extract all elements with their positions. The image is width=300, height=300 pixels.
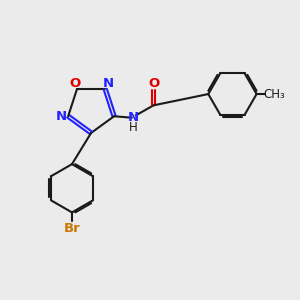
Text: CH₃: CH₃ bbox=[263, 88, 285, 100]
Text: N: N bbox=[128, 111, 139, 124]
Text: O: O bbox=[148, 77, 159, 90]
Text: H: H bbox=[129, 121, 138, 134]
Text: N: N bbox=[103, 77, 114, 90]
Text: N: N bbox=[56, 110, 67, 123]
Text: Br: Br bbox=[64, 222, 80, 235]
Text: O: O bbox=[69, 77, 80, 90]
